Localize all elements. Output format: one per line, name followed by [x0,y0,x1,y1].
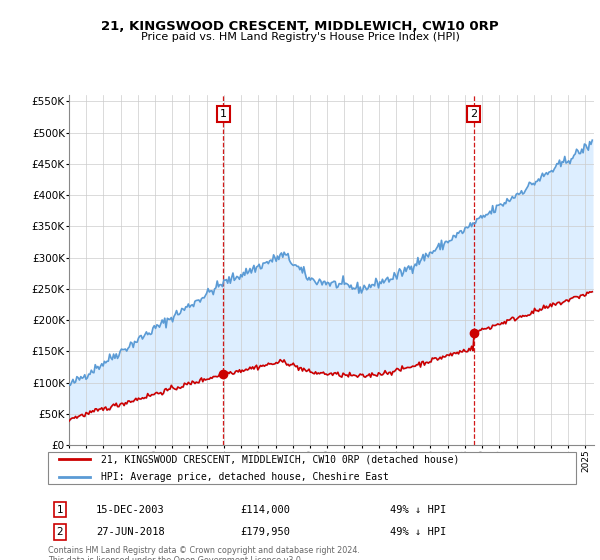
Text: 1: 1 [220,109,227,119]
Text: HPI: Average price, detached house, Cheshire East: HPI: Average price, detached house, Ches… [101,472,389,482]
Text: 49% ↓ HPI: 49% ↓ HPI [390,505,446,515]
Text: 49% ↓ HPI: 49% ↓ HPI [390,527,446,537]
Text: 27-JUN-2018: 27-JUN-2018 [96,527,165,537]
Text: Price paid vs. HM Land Registry's House Price Index (HPI): Price paid vs. HM Land Registry's House … [140,32,460,43]
Text: 21, KINGSWOOD CRESCENT, MIDDLEWICH, CW10 0RP: 21, KINGSWOOD CRESCENT, MIDDLEWICH, CW10… [101,20,499,32]
Text: 21, KINGSWOOD CRESCENT, MIDDLEWICH, CW10 0RP (detached house): 21, KINGSWOOD CRESCENT, MIDDLEWICH, CW10… [101,454,459,464]
Text: 2: 2 [56,527,64,537]
Text: £114,000: £114,000 [240,505,290,515]
Text: 1: 1 [56,505,64,515]
Text: 2: 2 [470,109,477,119]
Text: Contains HM Land Registry data © Crown copyright and database right 2024.
This d: Contains HM Land Registry data © Crown c… [48,546,360,560]
Text: £179,950: £179,950 [240,527,290,537]
Text: 15-DEC-2003: 15-DEC-2003 [96,505,165,515]
